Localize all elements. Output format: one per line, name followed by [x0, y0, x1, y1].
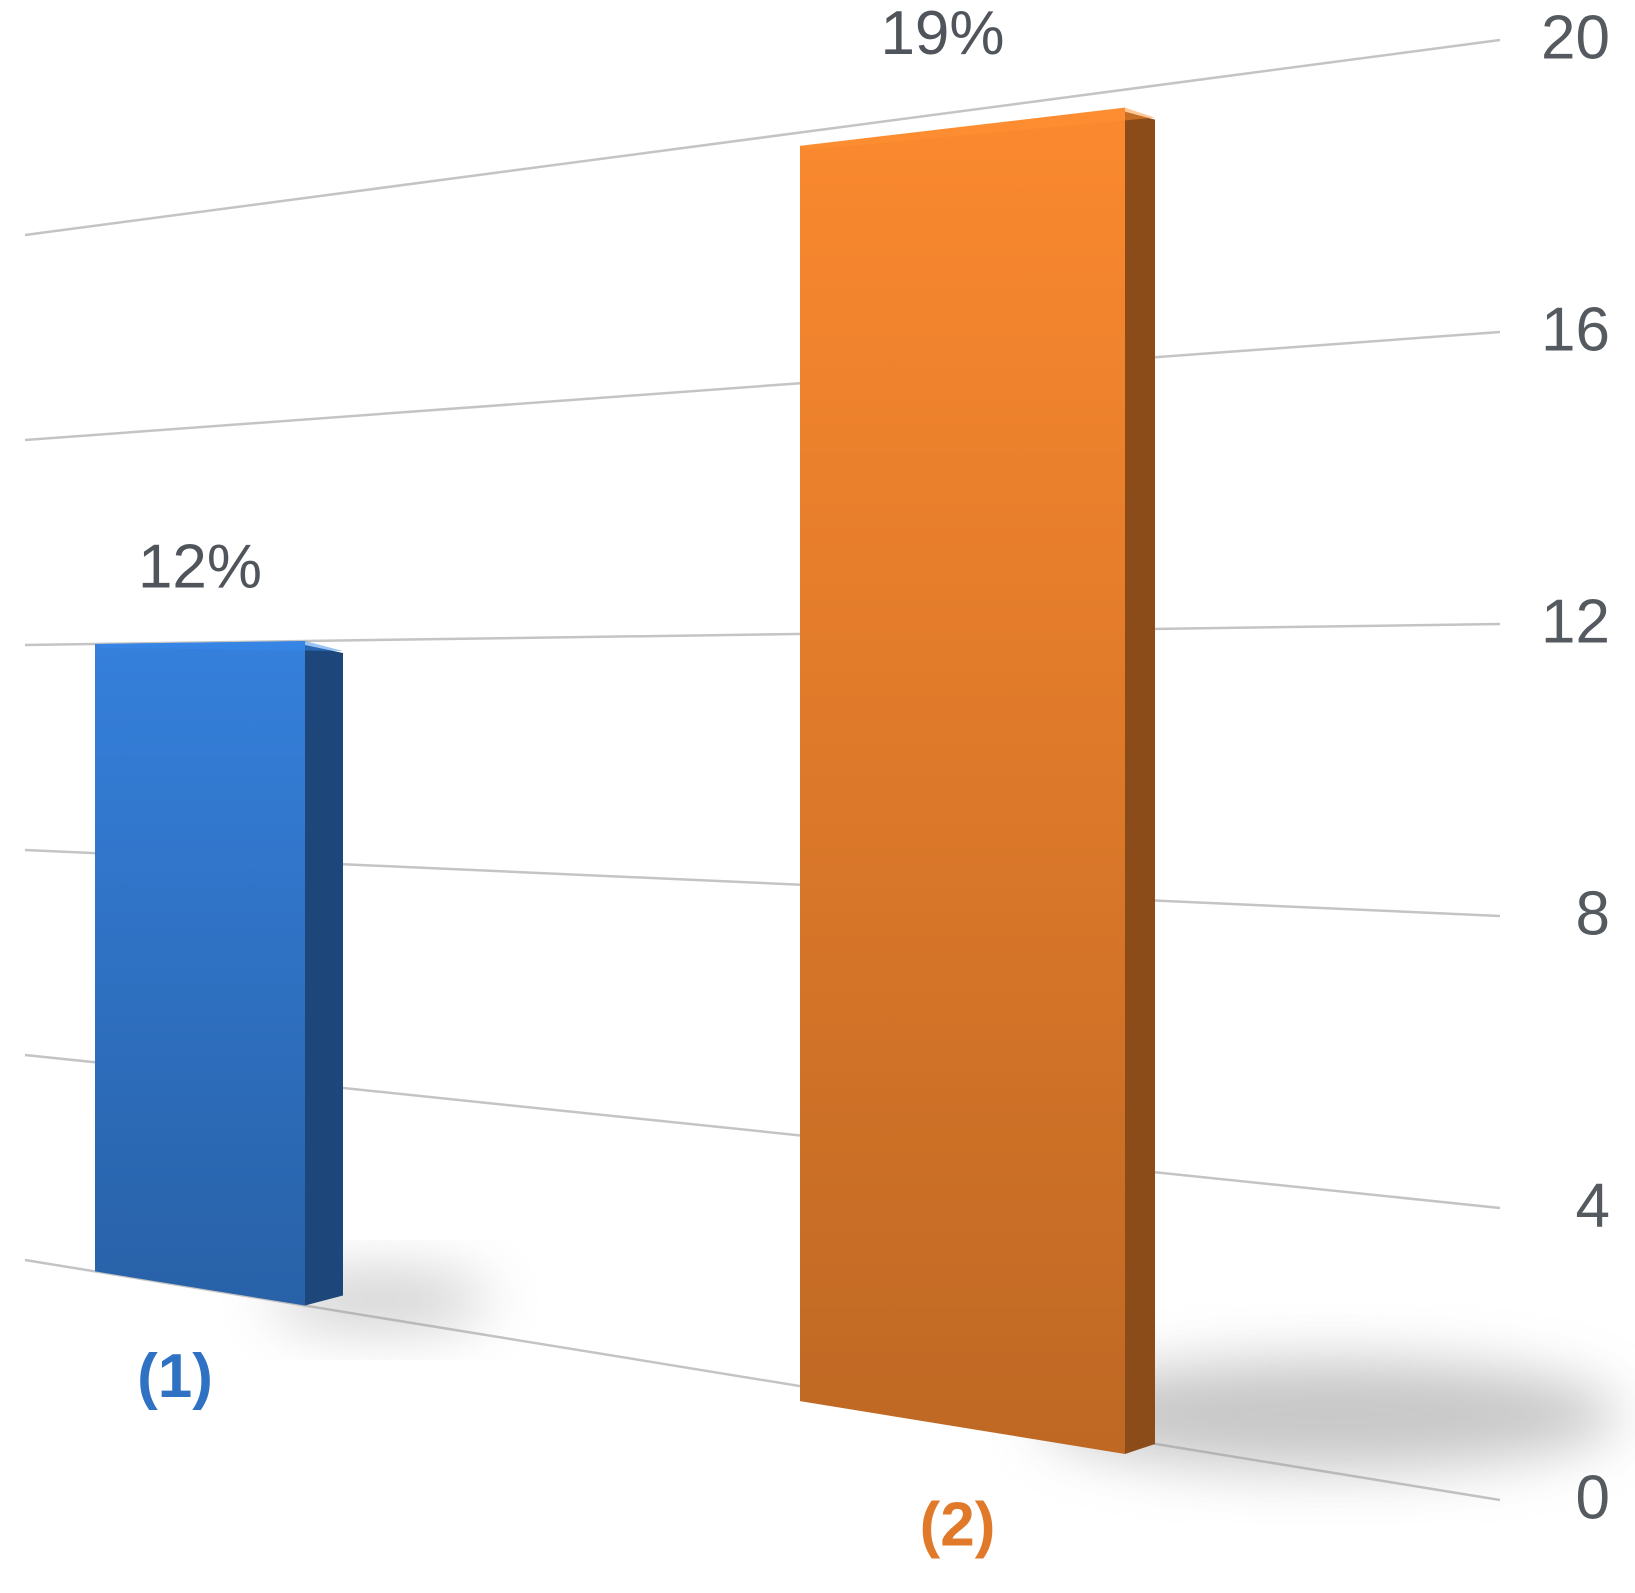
bar-top	[95, 641, 343, 652]
value-label: 12%	[138, 532, 262, 601]
y-tick-label: 8	[1576, 879, 1610, 948]
x-tick-label: (1)	[137, 1342, 213, 1411]
bars	[95, 107, 1155, 1454]
bar	[95, 641, 305, 1306]
y-tick-label: 4	[1576, 1171, 1610, 1240]
grid-line	[24, 38, 1501, 237]
value-label: 19%	[880, 0, 1004, 68]
y-tick-label: 20	[1541, 3, 1610, 72]
bar-side	[305, 645, 343, 1306]
bar-shadow	[1040, 1360, 1620, 1470]
y-tick-label: 0	[1576, 1463, 1610, 1532]
bar	[800, 107, 1125, 1454]
grid-line	[24, 622, 1501, 647]
bar-top	[800, 107, 1155, 150]
bar-side	[1125, 111, 1155, 1454]
y-tick-label: 12	[1541, 587, 1610, 656]
grid-line	[24, 330, 1501, 442]
y-tick-label: 16	[1541, 295, 1610, 364]
x-tick-label: (2)	[920, 1490, 996, 1559]
